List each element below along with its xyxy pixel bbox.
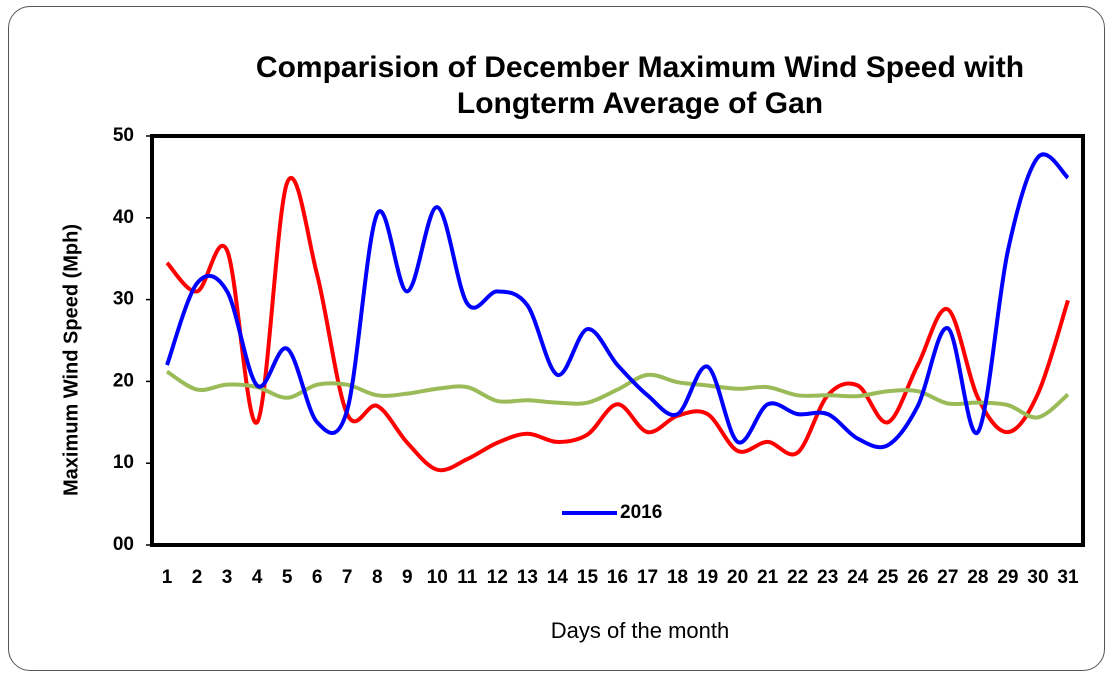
x-tick-label: 31 <box>1057 567 1079 588</box>
x-tick-label: 30 <box>1027 567 1048 588</box>
x-tick-label: 20 <box>727 567 748 588</box>
x-axis-label: Days of the month <box>551 618 730 643</box>
y-tick-label: 10 <box>113 452 134 473</box>
x-tick-label: 19 <box>697 567 718 588</box>
y-tick-label: 50 <box>113 125 134 146</box>
x-tick-label: 1 <box>162 567 173 588</box>
y-tick-label: 40 <box>113 207 134 228</box>
chart-title: Comparision of December Maximum Wind Spe… <box>255 51 1025 120</box>
x-tick-label: 18 <box>667 567 688 588</box>
x-tick-label: 22 <box>787 567 808 588</box>
x-tick-label: 2 <box>192 567 203 588</box>
x-tick-label: 5 <box>282 567 293 588</box>
x-tick-label: 3 <box>222 567 233 588</box>
x-tick-label: 9 <box>402 567 413 588</box>
x-tick-label: 13 <box>517 567 538 588</box>
x-tick-label: 11 <box>457 567 478 588</box>
chart-frame <box>8 6 1105 671</box>
x-tick-label: 6 <box>312 567 323 588</box>
series-line <box>165 152 1070 450</box>
series-line <box>165 176 1070 473</box>
x-tick-label: 15 <box>577 567 599 588</box>
plot-border <box>150 134 1085 547</box>
legend-label: 2016 <box>620 502 662 523</box>
x-tick-label: 23 <box>817 567 838 588</box>
x-tick-label: 26 <box>907 567 928 588</box>
x-tick-label: 10 <box>427 567 448 588</box>
y-axis-label: Maximum Wind Speed (Mph) <box>60 224 82 496</box>
x-tick-label: 4 <box>252 567 263 588</box>
x-tick-label: 28 <box>967 567 988 588</box>
series-line <box>165 369 1070 420</box>
x-tick-label: 7 <box>342 567 353 588</box>
x-tick-label: 12 <box>487 567 508 588</box>
x-tick-label: 25 <box>877 567 899 588</box>
y-tick-label: 00 <box>113 534 134 555</box>
x-tick-label: 21 <box>757 567 779 588</box>
y-tick-label: 30 <box>113 289 134 310</box>
x-tick-label: 27 <box>937 567 958 588</box>
x-tick-label: 8 <box>372 567 383 588</box>
x-tick-label: 29 <box>997 567 1018 588</box>
x-tick-label: 16 <box>607 567 628 588</box>
y-tick-label: 20 <box>113 370 134 391</box>
x-tick-label: 17 <box>637 567 658 588</box>
x-tick-label: 14 <box>547 567 569 588</box>
x-tick-label: 24 <box>847 567 869 588</box>
